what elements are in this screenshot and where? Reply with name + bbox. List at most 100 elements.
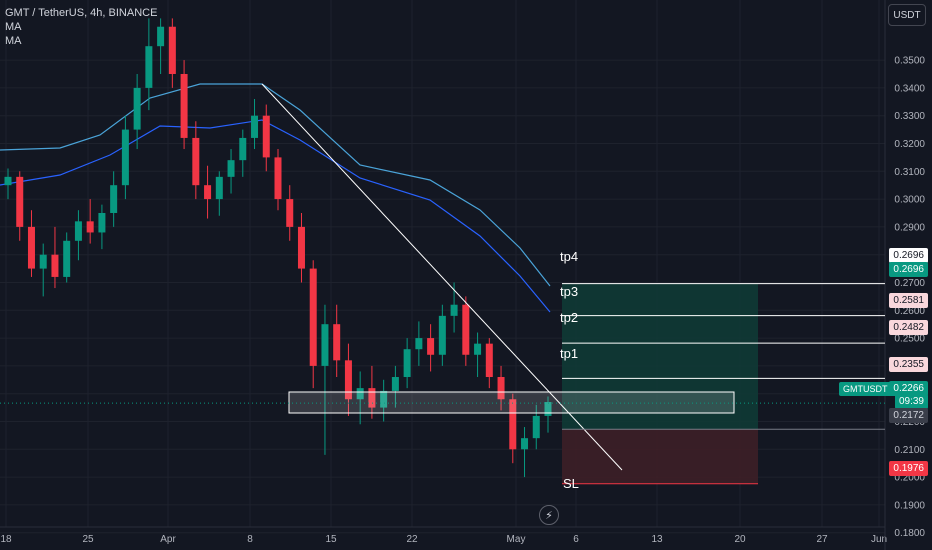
sl-price-label: 0.1976 <box>889 461 928 476</box>
time-tick-label: 13 <box>651 534 663 545</box>
candle-body <box>16 176 24 227</box>
candle-body <box>157 26 165 47</box>
candle-body <box>333 324 341 361</box>
candle-body <box>509 399 517 450</box>
time-tick-label: 22 <box>406 534 418 545</box>
price-tick-label: 0.1900 <box>894 500 925 511</box>
candle-body <box>462 304 470 355</box>
tp3-price-label: 0.2581 <box>889 293 928 308</box>
tp3-label[interactable]: tp3 <box>560 284 579 299</box>
price-tick-label: 0.3100 <box>894 167 925 178</box>
current-price-label: 0.2266 <box>889 381 928 396</box>
price-tick-label: 0.1800 <box>894 528 925 539</box>
candle-body <box>39 254 47 269</box>
candle-body <box>145 46 153 88</box>
candle-body <box>51 254 59 277</box>
candle-body <box>239 137 247 161</box>
price-tick-label: 0.2100 <box>894 445 925 456</box>
tp2-label[interactable]: tp2 <box>560 310 579 325</box>
candle-body <box>344 360 352 400</box>
ma-indicator-1[interactable]: MA <box>5 21 22 33</box>
time-tick-label: 15 <box>325 534 337 545</box>
ma-fast-line <box>0 83 551 287</box>
candle-body <box>251 115 259 138</box>
candle-body <box>286 199 294 227</box>
price-tick-label: 0.3000 <box>894 195 925 206</box>
symbol-price-tag: GMTUSDT <box>839 382 892 396</box>
candle-body <box>98 212 106 233</box>
tp4-price-top-label: 0.2696 <box>889 248 928 263</box>
tp4-price-label: 0.2696 <box>889 262 928 277</box>
candle-body <box>227 160 235 177</box>
candle-body <box>521 438 529 450</box>
candle-body <box>415 338 423 350</box>
candle-body <box>168 26 176 74</box>
entry-zone-box <box>288 391 735 414</box>
sl-label[interactable]: SL <box>563 476 579 491</box>
candle-body <box>309 268 317 366</box>
candle-body <box>74 221 82 241</box>
candle-body <box>215 176 223 200</box>
candle-body <box>368 388 376 408</box>
candle-body <box>204 185 212 200</box>
candle-body <box>532 415 540 439</box>
candle-body <box>438 315 446 355</box>
time-tick-label: 27 <box>816 534 828 545</box>
candle-body <box>485 343 493 378</box>
price-tick-label: 0.2500 <box>894 334 925 345</box>
tp1-label[interactable]: tp1 <box>560 346 579 361</box>
currency-button[interactable]: USDT <box>888 4 926 26</box>
profit-zone <box>562 283 758 430</box>
candle-body <box>450 304 458 316</box>
candle-body <box>403 349 411 378</box>
candle-body <box>262 115 270 158</box>
candle-body <box>121 129 129 186</box>
candle-body <box>356 388 364 400</box>
countdown-label: 09:39 <box>894 394 928 409</box>
candle-body <box>110 185 118 213</box>
candle-body <box>391 377 399 391</box>
tp2-price-label: 0.2482 <box>889 320 928 335</box>
time-tick-label: 6 <box>573 534 579 545</box>
candle-body <box>192 137 200 186</box>
trendline <box>261 83 623 471</box>
candle-body <box>427 338 435 355</box>
price-tick-label: 0.3500 <box>894 56 925 67</box>
candle-body <box>321 324 329 366</box>
tp4-label[interactable]: tp4 <box>560 249 579 264</box>
loss-zone <box>562 429 758 484</box>
candle-body <box>133 87 141 130</box>
candle-body <box>27 226 35 269</box>
candle-body <box>380 390 388 408</box>
chart-legend: GMT / TetherUS, 4h, BINANCE MA MA <box>5 6 157 48</box>
candle-body <box>4 176 12 186</box>
price-tick-label: 0.3400 <box>894 83 925 94</box>
ma-indicator-2[interactable]: MA <box>5 35 22 47</box>
price-tick-label: 0.3200 <box>894 139 925 150</box>
candle-body <box>274 157 282 200</box>
candle-body <box>86 221 94 233</box>
lightning-icon[interactable]: ⚡ <box>539 505 559 525</box>
candle-body <box>497 377 505 400</box>
symbol-title[interactable]: GMT / TetherUS, 4h, BINANCE <box>5 7 158 19</box>
tp1-price-label: 0.2355 <box>889 357 928 372</box>
price-tick-label: 0.2600 <box>894 306 925 317</box>
time-tick-label: Apr <box>160 534 176 545</box>
candle-body <box>180 73 188 138</box>
candle-body <box>63 240 71 277</box>
price-tick-label: 0.3300 <box>894 111 925 122</box>
entry-price-label: 0.2172 <box>889 408 928 423</box>
time-tick-label: 8 <box>247 534 253 545</box>
price-tick-label: 0.2700 <box>894 278 925 289</box>
ma-slow-line <box>0 119 551 313</box>
time-tick-label: 18 <box>0 534 12 545</box>
time-tick-label: 25 <box>82 534 94 545</box>
candle-body <box>544 402 552 416</box>
candle-body <box>474 343 482 355</box>
time-tick-label: 20 <box>734 534 746 545</box>
price-tick-label: 0.2900 <box>894 222 925 233</box>
time-tick-label: May <box>507 534 526 545</box>
time-tick-label: Jun <box>871 534 887 545</box>
